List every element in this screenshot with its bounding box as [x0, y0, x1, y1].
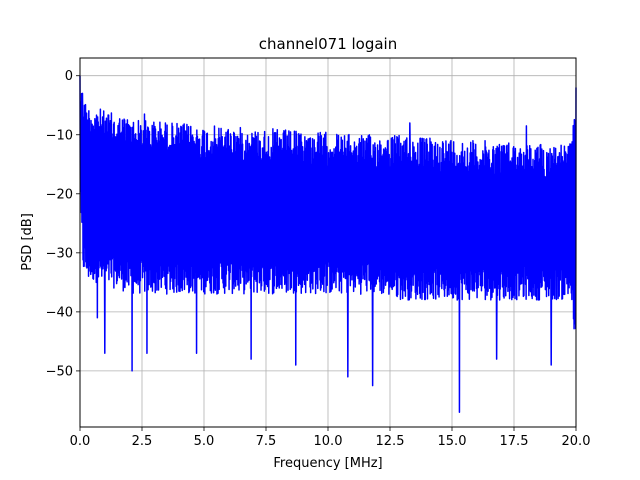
y-tick-label: −30: [46, 246, 73, 261]
x-tick-label: 12.5: [376, 434, 405, 449]
x-tick-label: 10.0: [314, 434, 343, 449]
x-tick-label: 15.0: [438, 434, 467, 449]
y-axis-label: PSD [dB]: [20, 213, 35, 271]
x-axis: 0.0 2.5 5.0 7.5 10.0 12.5 15.0 17.5 20.0: [70, 427, 591, 449]
y-tick-label: −50: [46, 364, 73, 379]
y-tick-label: −10: [46, 128, 73, 143]
chart-title: channel071 logain: [259, 35, 398, 53]
x-tick-label: 5.0: [194, 434, 215, 449]
series-layer: [79, 75, 577, 413]
y-axis: 0 −10 −20 −30 −40 −50: [46, 69, 80, 379]
x-tick-label: 17.5: [500, 434, 529, 449]
x-tick-label: 2.5: [132, 434, 153, 449]
x-axis-label: Frequency [MHz]: [273, 456, 382, 471]
psd-series-line: [79, 75, 577, 413]
y-tick-label: −20: [46, 187, 73, 202]
x-tick-label: 0.0: [70, 434, 91, 449]
y-tick-label: −40: [46, 305, 73, 320]
x-tick-label: 7.5: [256, 434, 277, 449]
x-tick-label: 20.0: [562, 434, 591, 449]
y-tick-label: 0: [65, 69, 73, 84]
